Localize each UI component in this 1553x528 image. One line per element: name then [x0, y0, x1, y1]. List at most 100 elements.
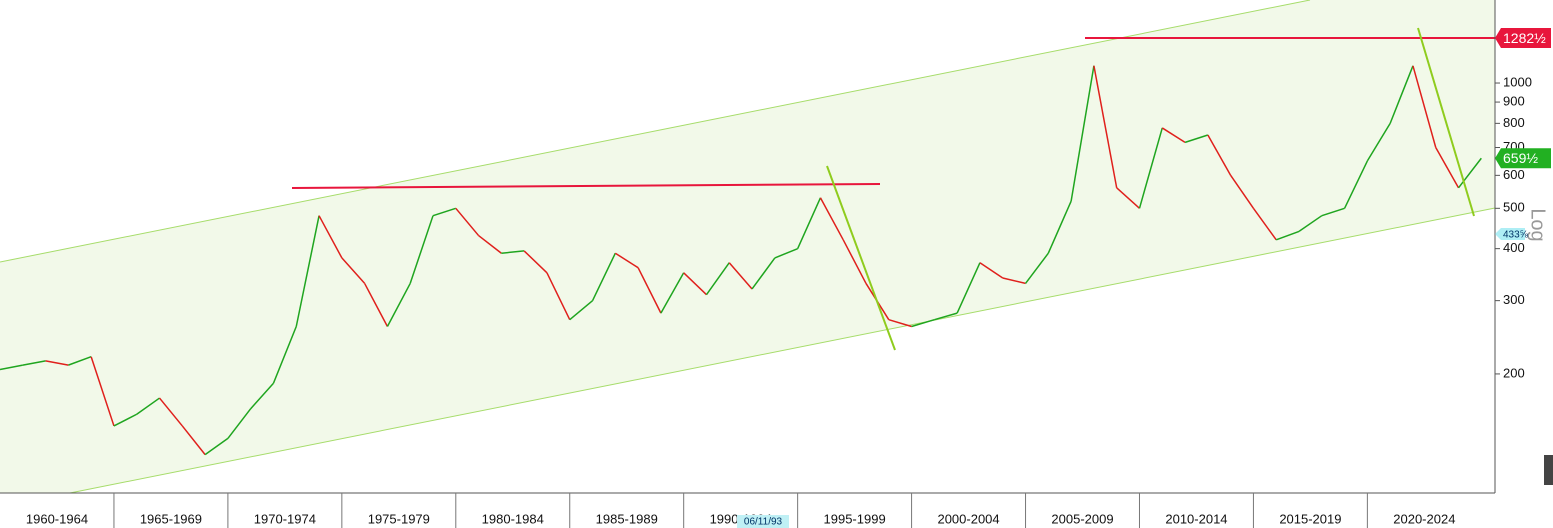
y-tick-label: 200: [1503, 365, 1525, 380]
price-segment: [569, 300, 594, 321]
price-segment: [204, 437, 229, 456]
price-tag: [1495, 148, 1551, 169]
price-segment: [1366, 122, 1391, 162]
price-segment: [136, 397, 160, 415]
price-segment: [1343, 160, 1369, 209]
price-segment: [386, 283, 411, 327]
y-tick-label: 900: [1503, 94, 1525, 109]
price-segment: [728, 262, 753, 290]
price-tag: [1495, 28, 1551, 49]
price-segment: [1298, 215, 1323, 233]
price-segment: [0, 364, 23, 371]
price-tag: [1495, 228, 1525, 241]
price-segment: [1230, 174, 1255, 209]
price-segment: [501, 250, 525, 254]
price-segment: [1002, 277, 1026, 285]
price-segment: [363, 283, 389, 327]
price-segment: [705, 262, 730, 296]
price-segment: [774, 247, 798, 259]
y-tick-label: 800: [1503, 115, 1525, 130]
channel-upper: [0, 0, 1311, 263]
price-segment: [158, 397, 183, 427]
x-tick-label: 1975-1979: [368, 511, 430, 526]
price-segment: [1161, 127, 1186, 144]
price-segment: [45, 360, 69, 366]
x-tick-label: 2000-2004: [937, 511, 999, 526]
price-segment: [1116, 187, 1140, 209]
price-segment: [68, 355, 92, 366]
price-segment: [272, 326, 297, 384]
price-segment: [614, 252, 639, 269]
y-tick-label: 600: [1503, 167, 1525, 182]
price-segment: [523, 250, 548, 274]
x-tick-label: 1995-1999: [824, 511, 886, 526]
cursor-date-box: [737, 515, 789, 528]
price-segment: [1207, 134, 1232, 176]
price-segment: [1457, 157, 1482, 189]
price-segment: [934, 312, 958, 321]
x-tick-label: 1985-1989: [596, 511, 658, 526]
resistance-line: [291, 183, 881, 189]
y-tick-label: 300: [1503, 292, 1525, 307]
trend-line: [1417, 27, 1475, 217]
price-segment: [1275, 230, 1300, 241]
channel-fill: [0, 0, 1495, 493]
price-segment: [227, 408, 252, 439]
price-segment: [113, 413, 138, 427]
price-segment: [295, 215, 320, 327]
scroll-handle: [1544, 455, 1553, 485]
price-segment: [318, 215, 343, 259]
x-tick-label: 1965-1969: [140, 511, 202, 526]
price-segment: [979, 262, 1004, 279]
price-segment: [1138, 127, 1163, 209]
x-tick-label: 1980-1984: [482, 511, 544, 526]
price-segment: [819, 197, 844, 241]
price-segment: [432, 207, 457, 217]
x-tick-label: 1960-1964: [26, 511, 88, 526]
price-segment: [250, 382, 275, 410]
price-segment: [796, 197, 822, 249]
price-segment: [1321, 207, 1345, 217]
price-segment: [455, 207, 480, 237]
x-tick-label: 2010-2014: [1165, 511, 1227, 526]
price-segment: [22, 360, 46, 366]
x-tick-label: 2005-2009: [1051, 511, 1113, 526]
plot-area: [0, 65, 1482, 456]
trend-line: [826, 165, 896, 351]
price-segment: [591, 252, 616, 301]
price-segment: [90, 356, 115, 427]
price-segment: [751, 257, 776, 290]
price-segment: [341, 257, 366, 284]
price-segment: [1435, 147, 1460, 189]
price-segment: [660, 272, 685, 314]
price-segment: [1412, 65, 1437, 148]
price-segment: [409, 215, 434, 284]
price-segment: [1184, 134, 1209, 144]
price-segment: [546, 272, 571, 321]
price-tag-label: 1282½: [1503, 30, 1546, 46]
price-segment: [1093, 65, 1118, 188]
price-segment: [181, 425, 206, 456]
price-segment: [911, 318, 935, 328]
price-segment: [842, 239, 867, 284]
price-segment: [888, 318, 912, 328]
channel-lower: [69, 207, 1496, 494]
price-segment: [1252, 207, 1277, 241]
price-segment: [956, 262, 981, 314]
price-segment: [1047, 200, 1072, 254]
price-segment: [478, 234, 502, 254]
x-tick-label: 2015-2019: [1279, 511, 1341, 526]
price-tag-label: 659½: [1503, 150, 1538, 166]
cursor-date: 06/11/93: [744, 517, 783, 528]
price-segment: [1024, 252, 1049, 284]
price-segment: [1070, 65, 1095, 202]
price-segment: [1389, 65, 1414, 124]
price-tag-label: 433⅝: [1503, 230, 1529, 241]
log-label: Log: [1527, 208, 1549, 241]
price-segment: [683, 272, 707, 296]
y-tick-label: 500: [1503, 200, 1525, 215]
x-tick-label: 2020-2024: [1393, 511, 1455, 526]
price-segment: [637, 267, 662, 314]
x-tick-label: 1970-1974: [254, 511, 316, 526]
